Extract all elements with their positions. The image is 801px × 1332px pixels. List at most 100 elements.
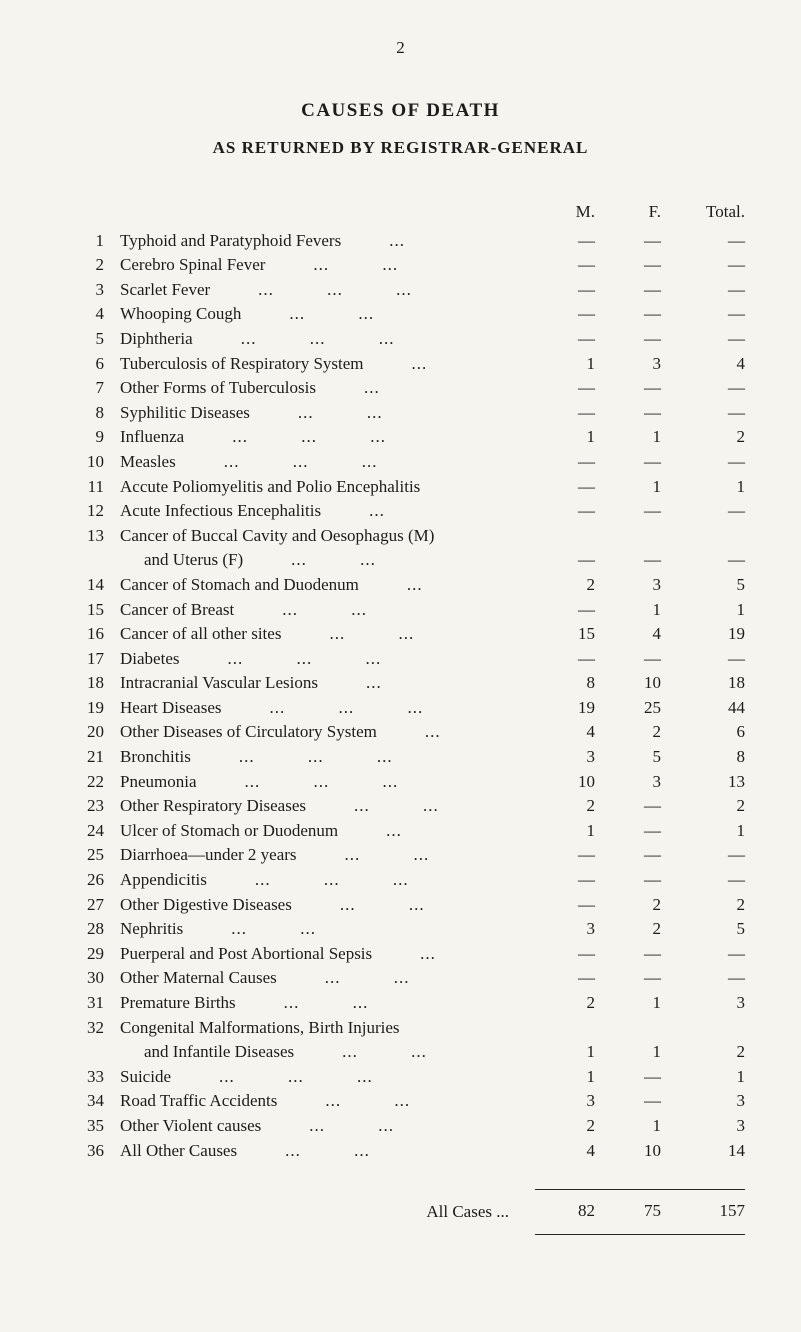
table-row: 33 Suicide... ... ... 1 — 1 [78, 1065, 745, 1090]
total-count: — [728, 255, 745, 275]
row-number: 34 [87, 1091, 104, 1111]
male-count: — [578, 402, 595, 422]
cause-label: Measles... ... ... [120, 451, 378, 471]
causes-of-death-table: M. F. Total. 1 Typhoid and Paratyphoid F… [78, 200, 745, 1163]
female-count: — [644, 550, 661, 570]
dot-leader: ... [365, 673, 382, 693]
total-count: 1 [736, 1066, 746, 1086]
male-count: 1 [586, 353, 596, 373]
row-number: 30 [87, 968, 104, 988]
female-count: 4 [652, 624, 662, 644]
male-count: 8 [586, 673, 596, 693]
male-count: — [578, 230, 595, 250]
female-count: 1 [652, 1115, 662, 1135]
male-count: — [578, 870, 595, 890]
row-number: 2 [95, 255, 105, 275]
total-count: 2 [736, 894, 746, 914]
row-number: 1 [95, 230, 105, 250]
male-count: — [578, 476, 595, 496]
row-number: 15 [87, 599, 104, 619]
dot-leader: ... ... [283, 993, 369, 1012]
table-row: 26 Appendicitis... ... ... — — — [78, 868, 745, 893]
cause-label: Other Violent causes... ... [120, 1115, 394, 1135]
row-number: 28 [87, 919, 104, 939]
dot-leader: ... ... ... [269, 697, 424, 717]
dot-leader: ... ... ... [232, 427, 386, 447]
total-count: — [728, 451, 745, 471]
cause-label: Diarrhoea—under 2 years... ... [120, 845, 430, 865]
dot-leader: ... ... [231, 919, 317, 939]
col-header-female: F. [648, 202, 661, 221]
male-count: — [578, 328, 595, 348]
row-number: 7 [95, 378, 105, 398]
total-count: 13 [728, 771, 745, 791]
total-count: 2 [736, 1042, 746, 1062]
dot-leader: ... ... ... [240, 328, 395, 348]
table-row: 34 Road Traffic Accidents... ... 3 — 3 [78, 1089, 745, 1114]
row-number: 18 [87, 673, 104, 693]
all-cases-totals: 82 75 157 [535, 1189, 745, 1236]
table-body: 1 Typhoid and Paratyphoid Fevers... — — … [78, 229, 745, 1164]
female-count: — [644, 230, 661, 250]
header-spacer-cause [120, 200, 535, 225]
cause-label: Suicide... ... ... [120, 1066, 373, 1086]
female-count: — [644, 1091, 661, 1111]
female-count: 10 [644, 673, 661, 693]
dot-leader: ... ... [285, 1140, 370, 1160]
female-count: 25 [644, 697, 661, 717]
cause-label: Cancer of Stomach and Duodenum... [120, 574, 423, 594]
dot-leader: ... ... [354, 796, 439, 816]
cause-label: Cerebro Spinal Fever... ... [120, 255, 399, 275]
cause-label: Intracranial Vascular Lesions... [120, 673, 382, 693]
male-count: 3 [586, 919, 596, 939]
cause-label: Bronchitis... ... ... [120, 747, 393, 767]
male-count: 10 [578, 771, 595, 791]
table-row: 5 Diphtheria... ... ... — — — [78, 327, 746, 352]
row-number: 26 [87, 870, 104, 890]
table-row: 1 Typhoid and Paratyphoid Fevers... — — … [78, 229, 746, 254]
female-count: 3 [652, 574, 662, 594]
total-count: 44 [728, 697, 745, 717]
table-row: 27 Other Digestive Diseases... ... — 2 2 [78, 893, 745, 918]
row-number: 33 [87, 1066, 104, 1086]
row-number: 5 [95, 328, 105, 348]
total-count: 4 [736, 353, 746, 373]
dot-leader: ... ... [313, 255, 399, 275]
total-count: — [728, 550, 745, 570]
dot-leader: ... ... ... [244, 771, 399, 791]
page-subtitle: AS RETURNED BY REGISTRAR-GENERAL [212, 138, 589, 157]
female-count: — [644, 328, 661, 348]
table-row: 30 Other Maternal Causes... ... — — — [78, 966, 745, 991]
table-row: 7 Other Forms of Tuberculosis... — — — [78, 376, 746, 401]
cause-label: Premature Births... ... [120, 993, 369, 1012]
cause-label: Road Traffic Accidents... ... [120, 1091, 411, 1111]
total-count: 5 [736, 919, 746, 939]
total-count: — [728, 328, 745, 348]
row-number: 25 [87, 845, 104, 865]
row-number: 35 [87, 1115, 104, 1135]
table-row: 3 Scarlet Fever... ... ... — — — [78, 278, 746, 303]
dot-leader: ... [389, 230, 405, 250]
table-row: 32 Congenital Malformations, Birth Injur… [78, 1016, 745, 1065]
total-count: 1 [736, 599, 746, 619]
row-number: 32 [87, 1017, 104, 1037]
table-row: 31 Premature Births... ... 2 1 3 [78, 991, 745, 1016]
dot-leader: ... ... [291, 550, 376, 570]
dot-leader: ... ... [339, 894, 425, 914]
total-count: — [728, 870, 745, 890]
cause-label: Whooping Cough... ... [120, 304, 375, 324]
dot-leader: ... ... ... [223, 451, 378, 471]
cause-label: Puerperal and Post Abortional Sepsis... [120, 943, 436, 963]
row-number: 11 [87, 476, 104, 496]
row-number: 24 [87, 820, 104, 840]
total-count: 1 [736, 476, 746, 496]
male-count: — [578, 845, 595, 865]
table-row: 12 Acute Infectious Encephalitis... — — … [78, 499, 745, 524]
table-row: 10 Measles... ... ... — — — [78, 450, 745, 475]
cause-label: Heart Diseases... ... ... [120, 697, 424, 717]
dot-leader: ... ... ... [219, 1066, 373, 1086]
row-number: 16 [87, 624, 104, 644]
row-number: 29 [87, 943, 104, 963]
male-count: 3 [586, 1091, 596, 1111]
female-count: 1 [652, 427, 662, 447]
